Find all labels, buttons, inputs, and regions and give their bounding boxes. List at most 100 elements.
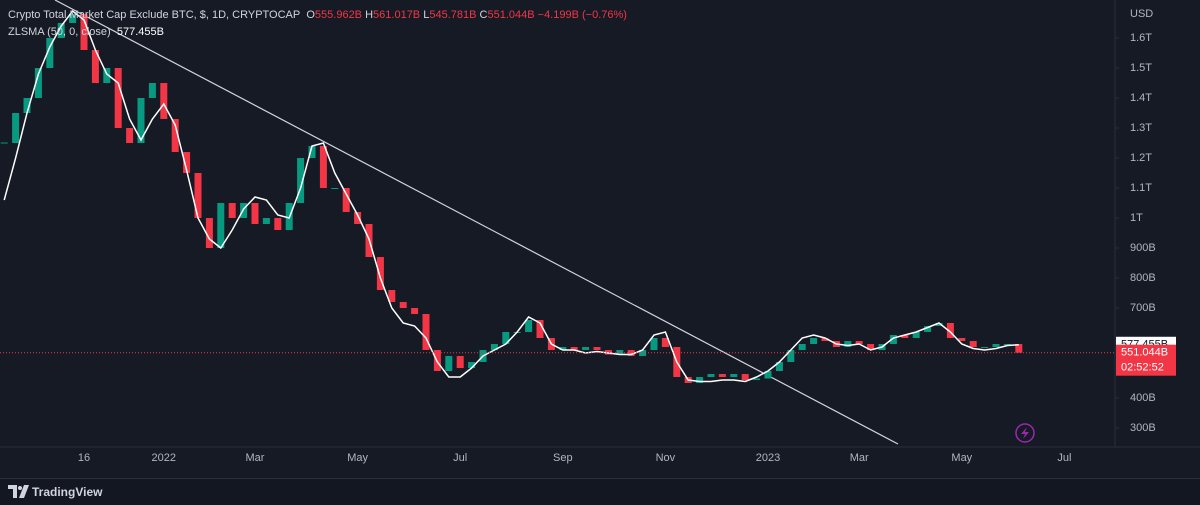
ohlc-key: O	[306, 9, 315, 21]
y-tick-label: 1T	[1130, 212, 1143, 224]
candle	[787, 350, 795, 363]
candle	[730, 374, 738, 378]
candle	[582, 347, 590, 351]
candle	[946, 323, 954, 339]
change: −4.199B (−0.76%)	[537, 9, 627, 21]
candle	[422, 314, 430, 351]
price-label: 551.044B	[1121, 347, 1168, 359]
candle	[251, 203, 259, 225]
candle	[308, 146, 316, 159]
y-tick-label: 1.4T	[1130, 92, 1152, 104]
candle	[228, 203, 236, 219]
candle	[958, 338, 966, 342]
candle	[490, 344, 498, 351]
brand: TradingView	[32, 485, 103, 499]
candle	[661, 338, 669, 348]
candle	[650, 338, 658, 351]
x-tick-label: Mar	[246, 452, 265, 464]
y-tick-label: 800B	[1130, 272, 1156, 284]
candle	[91, 50, 99, 84]
footer: TradingView	[0, 478, 1200, 505]
alert-icon[interactable]	[1015, 423, 1035, 443]
ohlc-value: 545.781B	[429, 9, 477, 21]
candle	[855, 341, 863, 345]
candle	[992, 344, 1000, 348]
candle	[593, 347, 601, 351]
candle	[536, 320, 544, 339]
candle	[69, 14, 77, 24]
candle	[0, 142, 8, 144]
candle	[1015, 344, 1023, 353]
y-tick-label: 1.5T	[1130, 62, 1152, 74]
candle	[981, 347, 989, 349]
candle	[969, 341, 977, 348]
candle	[103, 68, 111, 84]
candle	[821, 338, 829, 342]
candle	[775, 362, 783, 372]
candle	[171, 119, 179, 153]
chart: USD 1.6T 1.5T 1.4T 1.3T 1.2T 1.1T 1T 900B 800B 70…	[0, 0, 1200, 464]
candle	[34, 68, 42, 99]
candle	[319, 146, 327, 189]
candle	[924, 326, 932, 333]
ohlc-value: 561.017B	[373, 9, 421, 21]
candle	[194, 173, 202, 219]
x-tick-label: May	[347, 452, 368, 464]
candle	[844, 341, 852, 348]
x-tick-label: 2023	[756, 452, 780, 464]
y-tick-label: 400B	[1130, 392, 1156, 404]
candle	[217, 203, 225, 249]
candle	[57, 23, 65, 39]
candle	[354, 212, 362, 225]
x-tick-label: Mar	[850, 452, 869, 464]
candle	[468, 362, 476, 369]
candle	[114, 68, 122, 129]
candle	[411, 308, 419, 315]
candle	[707, 374, 715, 378]
indicator-name: ZLSMA (50, 0, close)	[8, 26, 111, 38]
ohlc-key: L	[423, 9, 430, 21]
candle	[388, 290, 396, 303]
indicator-value: 577.455B	[116, 26, 164, 38]
candle	[399, 302, 407, 309]
candle	[627, 350, 635, 357]
candle	[912, 332, 920, 339]
symbol-name: Crypto Total Market Cap Exclude BTC, $, …	[8, 9, 301, 21]
y-tick-label: 1.6T	[1130, 32, 1152, 44]
countdown: 02:52:52	[1121, 362, 1164, 374]
y-tick-label: 1.1T	[1130, 182, 1152, 194]
candle	[559, 347, 567, 351]
candle	[616, 350, 624, 355]
candle	[696, 377, 704, 384]
candle	[456, 356, 464, 369]
y-tick-label: 1.3T	[1130, 122, 1152, 134]
price-label-box	[1116, 344, 1176, 376]
candle	[137, 98, 145, 144]
candle	[160, 83, 168, 120]
candle	[205, 218, 213, 249]
ohlc: O555.962B H561.017B L545.781B C551.044B	[306, 9, 537, 21]
ohlc-key: H	[365, 9, 374, 21]
candle	[445, 356, 453, 372]
x-tick-label: 16	[78, 452, 90, 464]
currency-label: USD	[1130, 8, 1153, 20]
x-tick-label: 2022	[152, 452, 176, 464]
candle	[1003, 344, 1011, 346]
logo	[8, 485, 29, 498]
legend-main: Crypto Total Market Cap Exclude BTC, $, …	[8, 9, 627, 21]
candle	[376, 257, 384, 291]
y-tick-label: 1.2T	[1130, 152, 1152, 164]
candle	[935, 323, 943, 327]
candle	[148, 83, 156, 99]
candle	[798, 344, 806, 351]
candle	[867, 344, 875, 351]
x-tick-label: Sep	[553, 452, 573, 464]
zlsma-line	[3, 9, 1019, 383]
x-tick-label: Nov	[656, 452, 676, 464]
candle	[183, 152, 191, 174]
candle	[764, 371, 772, 379]
candle	[570, 347, 578, 351]
candle	[331, 188, 339, 190]
candle	[297, 158, 305, 204]
